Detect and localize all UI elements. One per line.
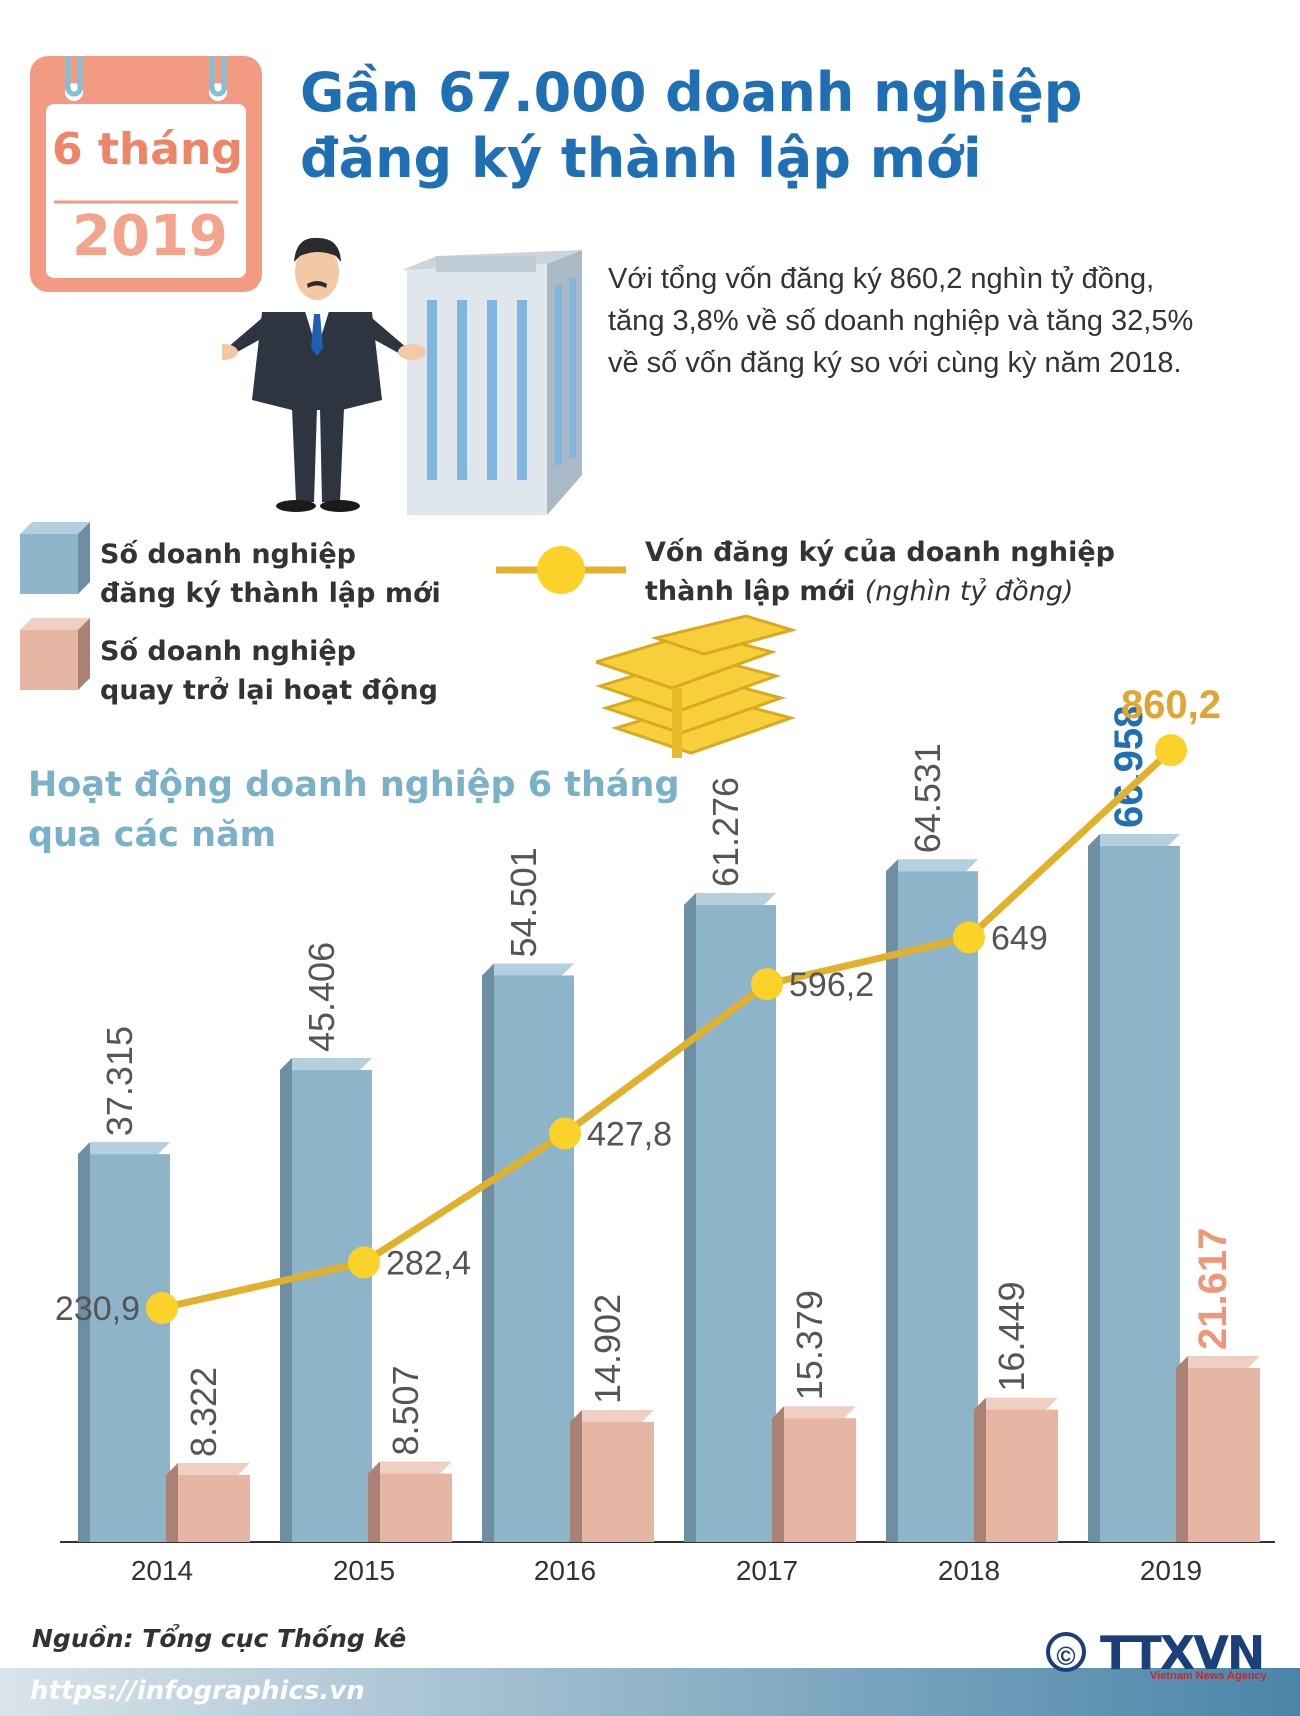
summary-line-1: Với tổng vốn đăng ký 860,2 nghìn tỷ đồng…: [608, 263, 1155, 295]
bar-returned-side: [570, 1410, 582, 1542]
x-tick-label-2014: 2014: [131, 1555, 193, 1586]
footer-url[interactable]: https://infographics.vn: [30, 1676, 365, 1706]
x-tick-label-2019: 2019: [1140, 1555, 1202, 1586]
bar-returned-top: [166, 1463, 250, 1476]
bar-returned-2017: [784, 1418, 856, 1542]
bar-new-2017: [696, 905, 776, 1542]
label-capital-2015: 282,4: [386, 1244, 471, 1282]
label-returned-2016: 14.902: [587, 1294, 628, 1404]
agency-logo-sub: Vietnam News Agency: [1150, 1670, 1267, 1682]
legend-new-swatch: [20, 522, 90, 594]
bar-returned-2019: [1188, 1368, 1260, 1542]
capital-point-2018: [953, 921, 985, 954]
badge-period: 6 tháng: [52, 124, 243, 175]
summary-line-3: về số vốn đăng ký so với cùng kỳ năm 201…: [608, 347, 1182, 379]
x-tick-label-2017: 2017: [736, 1555, 798, 1586]
bar-new-side: [684, 893, 696, 1542]
title-line-2: đăng ký thành lập mới: [300, 127, 982, 190]
bar-returned-top: [368, 1461, 452, 1474]
copyright-icon: ©: [1046, 1632, 1086, 1672]
office-building-icon: [402, 250, 582, 515]
summary-line-2: tăng 3,8% về số doanh nghiệp và tăng 32,…: [608, 305, 1194, 337]
label-capital-2014: 230,9: [55, 1290, 140, 1328]
bar-returned-top: [974, 1397, 1058, 1410]
bar-new-side: [1088, 834, 1100, 1542]
bar-returned-2018: [986, 1409, 1058, 1542]
bar-returned-side: [974, 1397, 986, 1542]
capital-point-2019: [1155, 734, 1187, 767]
bar-returned-top: [570, 1410, 654, 1423]
x-tick-label-2016: 2016: [534, 1555, 596, 1586]
chart-heading: Hoạt động doanh nghiệp 6 tháng qua các n…: [28, 765, 680, 855]
bar-new-2014: [90, 1154, 170, 1542]
label-returned-2018: 16.449: [991, 1281, 1032, 1391]
bar-new-2018: [898, 871, 978, 1542]
bar-returned-top: [1176, 1356, 1260, 1368]
bar-new-side: [78, 1142, 90, 1542]
footer-bar: [0, 1668, 1300, 1716]
money-stack-icon: [596, 614, 796, 758]
bar-returned-side: [166, 1463, 178, 1542]
label-new-2017: 61.276: [705, 777, 746, 887]
legend-capital-swatch: [496, 546, 626, 594]
bar-new-top: [886, 859, 978, 872]
capital-point-2016: [549, 1117, 581, 1150]
label-capital-2017: 596,2: [789, 966, 874, 1004]
agency-logo: TTXVN: [1100, 1626, 1265, 1680]
bar-new-top: [482, 963, 574, 976]
bar-returned-2014: [178, 1475, 250, 1542]
x-tick-label-2015: 2015: [333, 1555, 395, 1586]
bar-new-top: [78, 1142, 170, 1155]
calendar-icon: [30, 29, 262, 292]
bar-new-2015: [292, 1070, 372, 1542]
source-note: Nguồn: Tổng cục Thống kê: [32, 1624, 407, 1653]
bar-new-top: [1088, 834, 1180, 846]
bar-new-top: [280, 1058, 372, 1071]
businessman-building-illustration: [222, 237, 582, 515]
bar-new-side: [886, 859, 898, 1542]
capital-line: [161, 747, 1174, 1312]
label-returned-2015: 8.507: [385, 1365, 426, 1455]
bar-new-2016: [494, 975, 574, 1542]
bar-new-side: [482, 963, 494, 1542]
legend-capital-label: Vốn đăng ký của doanh nghiệp thành lập m…: [645, 537, 1115, 607]
bar-new-top: [684, 893, 776, 906]
bar-returned-side: [772, 1406, 784, 1542]
label-capital-2016: 427,8: [587, 1115, 672, 1153]
label-new-2016: 54.501: [503, 847, 544, 957]
badge-year: 2019: [72, 204, 228, 269]
bar-new-side: [280, 1058, 292, 1542]
label-new-2014: 37.315: [99, 1026, 140, 1136]
label-returned-2014: 8.322: [183, 1367, 224, 1457]
legend-returned-label: Số doanh nghiệp quay trở lại hoạt động: [100, 636, 438, 706]
capital-point-2015: [348, 1246, 380, 1279]
capital-point-2017: [751, 968, 783, 1001]
label-capital-2019: 860,2: [1121, 683, 1221, 727]
bar-new-2019: [1100, 846, 1180, 1542]
calendar-badge: 6 tháng 2019: [30, 29, 262, 292]
businessman-icon: [222, 237, 426, 512]
label-new-2015: 45.406: [301, 942, 342, 1052]
bar-returned-2015: [380, 1473, 452, 1542]
title-line-1: Gần 67.000 doanh nghiệp: [300, 61, 1083, 124]
label-returned-2017: 15.379: [789, 1290, 830, 1400]
label-new-2018: 64.531: [907, 743, 948, 853]
legend-returned-swatch: [20, 618, 90, 690]
bar-returned-side: [1176, 1356, 1188, 1542]
label-new-2019: 66.958: [1107, 706, 1151, 828]
x-tick-label-2018: 2018: [938, 1555, 1000, 1586]
summary-text: Với tổng vốn đăng ký 860,2 nghìn tỷ đồng…: [608, 258, 1288, 384]
label-capital-2018: 649: [991, 919, 1048, 957]
label-returned-2019: 21.617: [1191, 1228, 1235, 1350]
bar-returned-top: [772, 1406, 856, 1419]
bar-returned-2016: [582, 1422, 654, 1542]
bar-returned-side: [368, 1461, 380, 1542]
legend-new-label: Số doanh nghiệp đăng ký thành lập mới: [100, 539, 441, 609]
page-title: Gần 67.000 doanh nghiệp đăng ký thành lậ…: [300, 60, 1260, 192]
capital-point-2014: [146, 1292, 178, 1324]
